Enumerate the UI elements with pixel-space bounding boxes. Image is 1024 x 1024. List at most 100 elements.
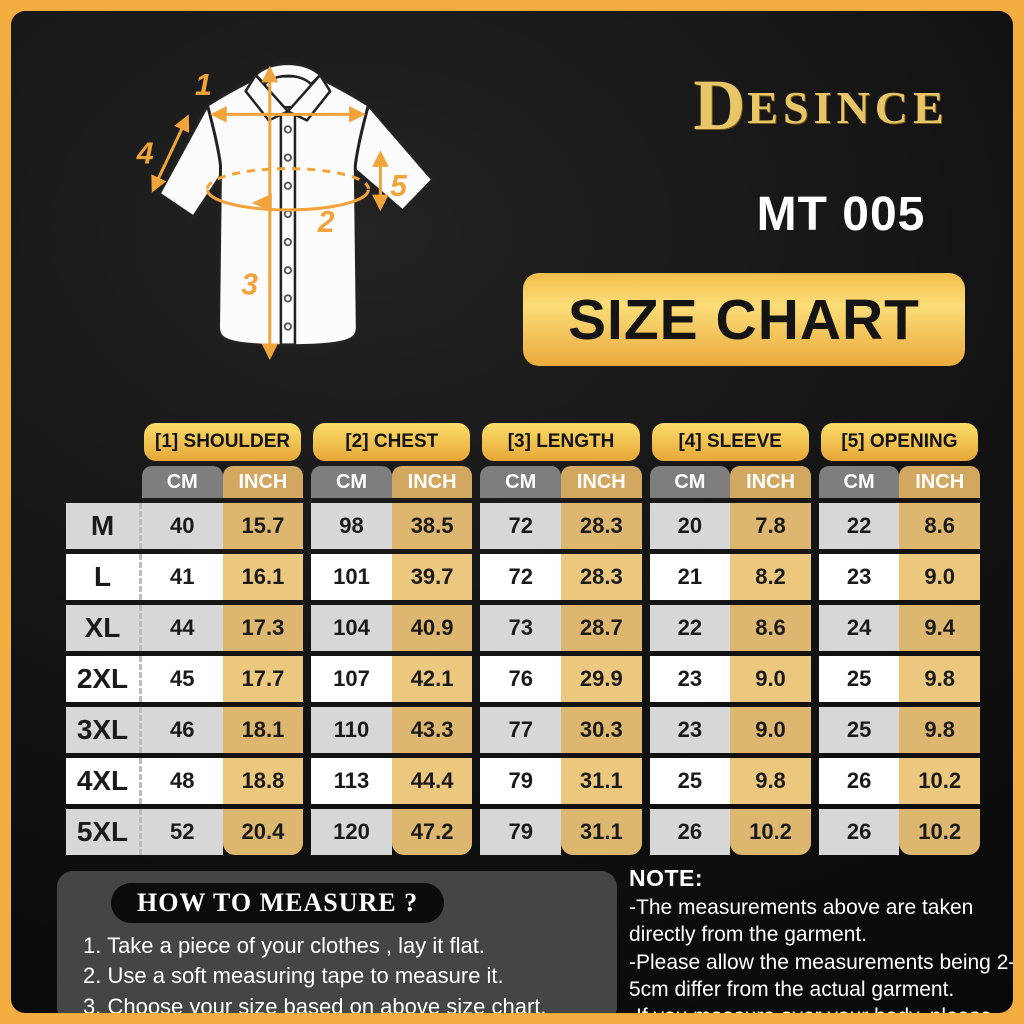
- size-row-label: 5XL: [66, 809, 142, 855]
- table-cell: 101: [311, 554, 392, 600]
- table-cell: 72: [480, 503, 561, 549]
- brand-logo-text: ESINCE: [747, 82, 949, 133]
- model-number: MT 005: [756, 188, 926, 241]
- table-cell: 23: [818, 554, 900, 600]
- table-cell: 10.2: [899, 758, 981, 804]
- how-to-measure-panel: HOW TO MEASURE ? 1. Take a piece of your…: [57, 871, 617, 1013]
- unit-header-cm: CM: [818, 466, 900, 498]
- measure-label-1: 1: [195, 69, 212, 102]
- table-cell: 9.0: [730, 656, 811, 702]
- header-spacer: [66, 423, 142, 461]
- unit-header-cm: CM: [142, 466, 223, 498]
- table-cell: 42.1: [391, 656, 473, 702]
- note-line-1: -The measurements above are taken direct…: [629, 896, 974, 947]
- table-cell: 28.3: [561, 554, 642, 600]
- table-cell: 17.7: [222, 656, 304, 702]
- table-cell: 46: [142, 707, 223, 753]
- brand-logo-d-icon: D: [693, 65, 748, 145]
- unit-header-cm: CM: [480, 466, 561, 498]
- column-header-pill: [3] LENGTH: [482, 423, 640, 461]
- sleeve-arrow: [151, 114, 190, 193]
- table-cell: 79: [480, 758, 561, 804]
- table-cell: 9.0: [899, 554, 981, 600]
- shirt-measurement-diagram: 1 2 3 4 5: [136, 62, 435, 361]
- size-chart-badge: SIZE CHART: [523, 273, 965, 366]
- table-cell: 31.1: [561, 758, 642, 804]
- poster-background: 1 2 3 4 5 DESINCE MT 005 SIZE CHART M L …: [11, 11, 1013, 1013]
- table-cell: 104: [311, 605, 392, 651]
- column-group-chest: [2] CHEST CM INCH 98 38.5 101 39.7 104 4…: [311, 423, 473, 855]
- table-cell: 9.8: [899, 707, 981, 753]
- table-cell: 40: [142, 503, 223, 549]
- measure-label-2: 2: [317, 206, 335, 239]
- measure-label-4: 4: [136, 138, 154, 171]
- table-cell: 20.4: [222, 809, 304, 855]
- unit-header-inch: INCH: [391, 466, 473, 498]
- table-cell: 72: [480, 554, 561, 600]
- brand-logo: DESINCE: [651, 69, 991, 141]
- table-cell: 110: [311, 707, 392, 753]
- table-cell: 22: [818, 503, 900, 549]
- table-cell: 79: [480, 809, 561, 855]
- size-row-label: XL: [66, 605, 142, 651]
- table-cell: 44.4: [391, 758, 473, 804]
- table-cell: 38.5: [391, 503, 473, 549]
- table-cell: 26: [818, 758, 900, 804]
- size-label-column: M L XL 2XL 3XL 4XL 5XL: [66, 423, 142, 855]
- note-section: NOTE: -The measurements above are taken …: [629, 865, 1013, 1013]
- table-cell: 73: [480, 605, 561, 651]
- table-cell: 26: [649, 809, 731, 855]
- table-cell: 9.8: [730, 758, 811, 804]
- column-header-pill: [2] CHEST: [313, 423, 471, 461]
- table-cell: 25: [818, 656, 900, 702]
- unit-header-inch: INCH: [730, 466, 811, 498]
- measure-step-2: 2. Use a soft measuring tape to measure …: [83, 963, 504, 989]
- table-cell: 10.2: [730, 809, 811, 855]
- table-cell: 7.8: [730, 503, 811, 549]
- how-to-measure-title: HOW TO MEASURE ?: [111, 883, 445, 923]
- table-cell: 17.3: [222, 605, 304, 651]
- table-cell: 18.1: [222, 707, 304, 753]
- column-group-length: [3] LENGTH CM INCH 72 28.3 72 28.3 73 28…: [480, 423, 642, 855]
- note-line-3: -If you measure over your body, please a…: [629, 1003, 1013, 1013]
- table-cell: 52: [142, 809, 223, 855]
- table-cell: 77: [480, 707, 561, 753]
- table-cell: 120: [311, 809, 392, 855]
- measure-label-5: 5: [390, 170, 408, 203]
- table-cell: 24: [818, 605, 900, 651]
- unit-header-cm: CM: [311, 466, 392, 498]
- table-cell: 40.9: [391, 605, 473, 651]
- header-spacer: [66, 466, 142, 498]
- table-cell: 98: [311, 503, 392, 549]
- shirt-placket: [279, 106, 297, 346]
- measure-label-3: 3: [241, 268, 258, 301]
- measure-step-3: 3. Choose your size based on above size …: [83, 993, 547, 1013]
- column-group-opening: [5] OPENING CM INCH 22 8.6 23 9.0 24 9.4…: [818, 423, 981, 855]
- table-cell: 20: [649, 503, 731, 549]
- table-cell: 29.9: [561, 656, 642, 702]
- table-cell: 25: [818, 707, 900, 753]
- size-row-label: 4XL: [66, 758, 142, 804]
- note-line-2: -Please allow the measurements being 2-5…: [629, 950, 1013, 1001]
- table-cell: 107: [311, 656, 392, 702]
- measure-step-1: 1. Take a piece of your clothes , lay it…: [83, 933, 485, 958]
- table-cell: 8.6: [730, 605, 811, 651]
- table-cell: 18.8: [222, 758, 304, 804]
- table-cell: 45: [142, 656, 223, 702]
- table-cell: 15.7: [222, 503, 304, 549]
- column-header-pill: [4] SLEEVE: [651, 423, 809, 461]
- note-title: NOTE:: [629, 865, 704, 891]
- size-table: M L XL 2XL 3XL 4XL 5XL [1] SHOULDER CM I…: [66, 423, 981, 855]
- table-cell: 39.7: [391, 554, 473, 600]
- table-cell: 9.8: [899, 656, 981, 702]
- table-cell: 23: [649, 656, 731, 702]
- size-row-label: L: [66, 554, 142, 600]
- unit-header-inch: INCH: [222, 466, 304, 498]
- table-cell: 26: [818, 809, 900, 855]
- table-cell: 25: [649, 758, 731, 804]
- column-group-shoulder: [1] SHOULDER CM INCH 40 15.7 41 16.1 44 …: [142, 423, 304, 855]
- table-cell: 48: [142, 758, 223, 804]
- table-cell: 9.0: [730, 707, 811, 753]
- size-row-label: 2XL: [66, 656, 142, 702]
